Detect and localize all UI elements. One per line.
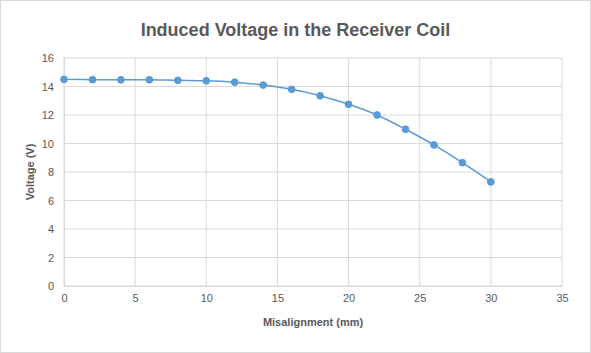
y-grid-line bbox=[64, 200, 562, 201]
y-tick: 2 bbox=[48, 252, 64, 264]
y-tick: 14 bbox=[42, 81, 64, 93]
x-axis: 0 5 10 15 20 25 30 35 bbox=[61, 286, 568, 304]
y-tick-label: 2 bbox=[48, 252, 54, 264]
x-tick: 5 bbox=[133, 286, 139, 304]
x-tick-label: 5 bbox=[133, 292, 139, 304]
x-tick-label: 30 bbox=[485, 292, 497, 304]
y-grid-line bbox=[64, 257, 562, 258]
x-grid-line bbox=[562, 58, 563, 286]
x-tick-label: 15 bbox=[272, 292, 284, 304]
y-tick-label: 16 bbox=[42, 52, 54, 64]
x-grid-line bbox=[348, 58, 349, 286]
x-tick-label: 10 bbox=[201, 292, 213, 304]
x-tick: 35 bbox=[556, 286, 568, 304]
y-tick: 16 bbox=[42, 52, 64, 64]
y-grid-line bbox=[64, 143, 562, 144]
x-tick: 25 bbox=[414, 286, 426, 304]
x-tick: 15 bbox=[272, 286, 284, 304]
data-point bbox=[174, 77, 181, 84]
y-axis: 0 2 4 6 8 10 12 14 16 bbox=[42, 52, 65, 292]
data-point bbox=[345, 101, 352, 108]
data-point bbox=[89, 76, 96, 83]
y-tick: 8 bbox=[48, 166, 64, 178]
plot-area: 0 5 10 15 20 25 30 35 0 2 4 6 8 10 12 14 16 bbox=[42, 52, 569, 304]
y-tick-label: 8 bbox=[48, 166, 54, 178]
y-tick: 0 bbox=[48, 280, 64, 292]
x-grid-line bbox=[64, 58, 65, 286]
data-point bbox=[317, 92, 324, 99]
data-point bbox=[203, 77, 210, 84]
x-tick: 0 bbox=[61, 286, 67, 304]
data-point bbox=[487, 179, 494, 186]
x-tick: 10 bbox=[201, 286, 213, 304]
y-tick-label: 14 bbox=[42, 81, 54, 93]
data-point bbox=[431, 142, 438, 149]
x-tick-label: 20 bbox=[343, 292, 355, 304]
data-point bbox=[146, 76, 153, 83]
data-point bbox=[288, 86, 295, 93]
y-grid-line bbox=[64, 115, 562, 116]
y-tick: 12 bbox=[42, 109, 64, 121]
x-tick: 20 bbox=[343, 286, 355, 304]
data-point bbox=[61, 76, 68, 83]
x-grid-line bbox=[135, 58, 136, 286]
x-tick-label: 0 bbox=[61, 292, 67, 304]
y-axis-title: Voltage (V) bbox=[24, 143, 36, 200]
chart-title: Induced Voltage in the Receiver Coil bbox=[141, 20, 451, 40]
y-tick: 10 bbox=[42, 138, 64, 150]
x-axis-line bbox=[65, 286, 563, 287]
y-tick-label: 0 bbox=[48, 280, 54, 292]
y-tick-label: 6 bbox=[48, 195, 54, 207]
chart: 0 5 10 15 20 25 30 35 0 2 4 6 8 10 12 14 16 Induced Volta… bbox=[0, 0, 591, 353]
y-grid-line bbox=[64, 86, 562, 87]
y-grid-line bbox=[64, 286, 562, 287]
x-grid-line bbox=[277, 58, 278, 286]
data-point bbox=[231, 79, 238, 86]
x-grid-line bbox=[419, 58, 420, 286]
y-tick: 4 bbox=[48, 223, 64, 235]
x-tick-label: 35 bbox=[556, 292, 568, 304]
data-point bbox=[374, 112, 381, 119]
chart-border bbox=[1, 1, 591, 353]
y-grid-line bbox=[64, 229, 562, 230]
y-tick-label: 12 bbox=[42, 109, 54, 121]
data-point bbox=[118, 76, 125, 83]
y-tick-label: 10 bbox=[42, 138, 54, 150]
data-point bbox=[459, 159, 466, 166]
y-grid-line bbox=[64, 172, 562, 173]
y-tick-label: 4 bbox=[48, 223, 54, 235]
x-tick: 30 bbox=[485, 286, 497, 304]
data-point bbox=[402, 126, 409, 133]
data-point bbox=[260, 82, 267, 89]
x-tick-label: 25 bbox=[414, 292, 426, 304]
x-grid-line bbox=[206, 58, 207, 286]
x-axis-title: Misalignment (mm) bbox=[263, 316, 364, 328]
y-tick: 6 bbox=[48, 195, 64, 207]
x-grid-line bbox=[490, 58, 491, 286]
grid bbox=[64, 58, 562, 286]
data-line bbox=[64, 79, 491, 182]
y-axis-line bbox=[64, 59, 65, 287]
y-grid-line bbox=[64, 58, 562, 59]
data-layer bbox=[61, 76, 495, 185]
